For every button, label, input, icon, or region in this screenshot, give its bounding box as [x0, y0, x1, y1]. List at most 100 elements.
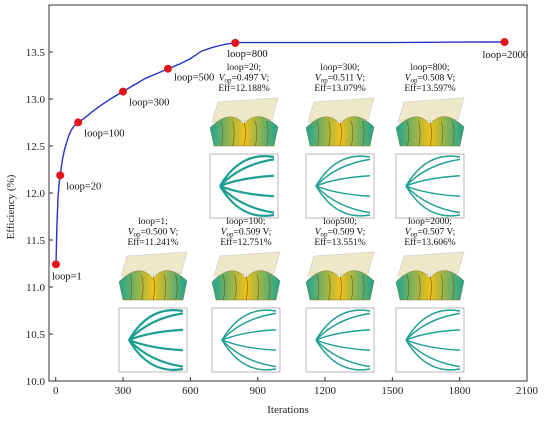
inset-caption-line: Vop=0.509 V; [221, 228, 272, 239]
surface-rib [130, 274, 133, 301]
pattern-finger [219, 158, 275, 187]
inset-caption-line: Vop=0.508 V; [405, 74, 456, 85]
y-tick-label: 12.0 [26, 188, 46, 200]
surface-front [209, 116, 279, 147]
inset-caption-line: Eff=11.241% [127, 237, 178, 248]
inset-panel: loop=20;Vop=0.497 V;Eff=12.188% [209, 63, 279, 219]
inset-caption-line: loop=1; [138, 217, 168, 227]
surface-rib [328, 274, 331, 301]
inset-panel: loop=2000;Vop=0.507 V;Eff=13.606% [395, 217, 465, 373]
pattern-finger [315, 309, 371, 341]
points-layer: loop=1loop=20loop=100loop=300loop=500loo… [51, 38, 528, 282]
inset-caption-line: loop=300; [320, 63, 359, 73]
x-tick-label: 2100 [516, 385, 539, 397]
inset-panel: loop=800;Vop=0.508 V;Eff=13.597% [395, 63, 465, 219]
data-point [163, 64, 172, 73]
surface-back [307, 251, 375, 277]
pattern-finger [405, 339, 461, 368]
surface-rib [317, 274, 320, 301]
pattern-finger [128, 339, 184, 368]
surface-rib [407, 120, 410, 147]
inset-caption-line: Vop=0.507 V; [405, 228, 456, 239]
surface-rib [243, 120, 246, 147]
inset-caption-line: loop=800; [410, 63, 449, 73]
surface-rib [452, 120, 455, 147]
inset-caption-line: Eff=13.551% [314, 237, 365, 248]
pattern-finger [128, 338, 184, 352]
pattern-finger [315, 175, 371, 187]
pattern-finger [219, 185, 275, 217]
surface-rib [328, 120, 331, 147]
pattern-finger [221, 309, 277, 341]
data-point [119, 87, 128, 96]
y-tick-label: 13.5 [26, 47, 46, 59]
pattern-finger [315, 329, 371, 341]
pattern-finger [219, 184, 275, 198]
surface-rib [141, 274, 144, 301]
y-tick-label: 10.0 [26, 376, 46, 388]
pattern-finger [315, 312, 371, 341]
surface-back [397, 97, 465, 123]
inset-caption-line: loop500; [323, 217, 357, 227]
surface-rib [257, 274, 260, 301]
inset-caption-line: Vop=0.500 V; [128, 228, 179, 239]
inset-panel: loop=300;Vop=0.511 V;Eff=13.079% [305, 63, 375, 219]
surface-rib [221, 120, 224, 147]
data-point [56, 171, 65, 180]
insets-layer: loop=20;Vop=0.497 V;Eff=12.188% loop=300;… [118, 63, 465, 373]
surface-rib [255, 120, 258, 147]
pattern-finger [128, 339, 184, 371]
pattern-finger [221, 339, 277, 368]
x-tick-label: 600 [182, 385, 199, 397]
axes-layer: 0 300 600 900 1200 1500 1800 2100 10.0 10.5 11.0 11… [26, 4, 539, 397]
pattern-finger [128, 328, 184, 342]
pattern-finger [315, 339, 371, 371]
surface-rib [351, 274, 354, 301]
pattern-finger [315, 158, 371, 187]
pattern-finger [219, 174, 275, 188]
data-point [74, 118, 83, 127]
inset-caption-line: Eff=12.751% [220, 237, 271, 248]
surface-rib [429, 274, 432, 301]
pattern-finger [315, 185, 371, 214]
surface-rib [351, 120, 354, 147]
x-tick-label: 900 [249, 385, 266, 397]
point-label: loop=300 [129, 98, 169, 109]
inset-caption-line: loop=2000; [408, 217, 452, 227]
surface-rib [152, 274, 155, 301]
point-label: loop=1 [52, 271, 82, 282]
y-tick-label: 12.5 [26, 141, 46, 153]
pattern-finger [221, 339, 277, 351]
pattern-finger [219, 155, 275, 187]
inset-caption-line: Eff=13.597% [404, 83, 455, 94]
pattern-finger [315, 339, 371, 351]
inset-panel: loop=1;Vop=0.500 V;Eff=11.241% [118, 217, 188, 373]
surface-rib [268, 274, 271, 301]
inset-caption-line: loop=20; [227, 63, 261, 73]
surface-back [213, 251, 281, 277]
inset-caption-line: Vop=0.511 V; [315, 74, 365, 85]
surface-rib [407, 274, 410, 301]
surface-rib [441, 274, 444, 301]
pattern-finger [405, 312, 461, 341]
pattern-finger [405, 309, 461, 341]
surface-back [120, 251, 188, 277]
x-tick-label: 300 [115, 385, 132, 397]
surface-rib [429, 120, 432, 147]
inset-caption-line: Eff=13.079% [314, 83, 365, 94]
inset-caption-line: Vop=0.509 V; [315, 228, 366, 239]
data-point [500, 38, 509, 47]
surface-rib [339, 274, 342, 301]
surface-front [118, 270, 188, 301]
pattern-finger [315, 155, 371, 187]
pattern-finger [405, 329, 461, 341]
surface-rib [452, 274, 455, 301]
pattern-finger [128, 309, 184, 341]
inset-caption-line: Vop=0.497 V; [219, 74, 270, 85]
pattern-finger [405, 185, 461, 217]
surface-back [307, 97, 375, 123]
pattern-finger [221, 329, 277, 341]
surface-back [211, 97, 279, 123]
